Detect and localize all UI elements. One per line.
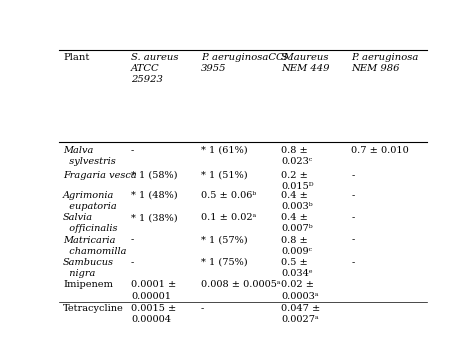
Text: Imipenem: Imipenem — [63, 281, 113, 289]
Text: S. aureus
ATCC
25923: S. aureus ATCC 25923 — [131, 53, 178, 84]
Text: 0.8 ±
0.023ᶜ: 0.8 ± 0.023ᶜ — [282, 146, 313, 166]
Text: * 1 (58%): * 1 (58%) — [131, 171, 177, 180]
Text: P. aeruginosa​CCM
3955: P. aeruginosa​CCM 3955 — [201, 53, 293, 73]
Text: Malva
  sylvestris: Malva sylvestris — [63, 146, 116, 166]
Text: 0.2 ±
0.015ᴰ: 0.2 ± 0.015ᴰ — [282, 171, 314, 191]
Text: * 1 (48%): * 1 (48%) — [131, 191, 177, 200]
Text: -: - — [131, 236, 134, 245]
Text: 0.7 ± 0.010: 0.7 ± 0.010 — [351, 146, 409, 155]
Text: Tetracycline: Tetracycline — [63, 304, 124, 313]
Text: -: - — [351, 171, 355, 180]
Text: * 1 (57%): * 1 (57%) — [201, 236, 247, 245]
Text: -: - — [131, 258, 134, 267]
Text: 0.1 ± 0.02ᵃ: 0.1 ± 0.02ᵃ — [201, 213, 256, 222]
Text: 0.8 ±
0.009ᶜ: 0.8 ± 0.009ᶜ — [282, 236, 312, 256]
Text: Agrimonia
  eupatoria: Agrimonia eupatoria — [63, 191, 117, 211]
Text: Matricaria
  chamomilla: Matricaria chamomilla — [63, 236, 127, 256]
Text: Fragaria vesca: Fragaria vesca — [63, 171, 137, 180]
Text: 0.5 ± 0.06ᵇ: 0.5 ± 0.06ᵇ — [201, 191, 256, 200]
Text: * 1 (75%): * 1 (75%) — [201, 258, 247, 267]
Text: * 1 (61%): * 1 (61%) — [201, 146, 247, 155]
Text: -: - — [131, 146, 134, 155]
Text: 0.008 ± 0.0005ᵃ: 0.008 ± 0.0005ᵃ — [201, 281, 280, 289]
Text: -: - — [351, 191, 355, 200]
Text: 0.02 ±
0.0003ᵃ: 0.02 ± 0.0003ᵃ — [282, 281, 319, 300]
Text: 0.0001 ±
0.00001: 0.0001 ± 0.00001 — [131, 281, 176, 300]
Text: P. aeruginosa
NEM 986: P. aeruginosa NEM 986 — [351, 53, 419, 73]
Text: 0.4 ±
0.007ᵇ: 0.4 ± 0.007ᵇ — [282, 213, 313, 233]
Text: * 1 (38%): * 1 (38%) — [131, 213, 177, 222]
Text: 0.4 ±
0.003ᵇ: 0.4 ± 0.003ᵇ — [282, 191, 313, 211]
Text: -: - — [351, 258, 355, 267]
Text: 0.5 ±
0.034ᵉ: 0.5 ± 0.034ᵉ — [282, 258, 313, 278]
Text: Plant: Plant — [63, 53, 89, 62]
Text: 0.0015 ±
0.00004: 0.0015 ± 0.00004 — [131, 304, 176, 324]
Text: Sambucus
  nigra: Sambucus nigra — [63, 258, 114, 278]
Text: -: - — [351, 213, 355, 222]
Text: S. aureus
NEM 449: S. aureus NEM 449 — [282, 53, 330, 73]
Text: 0.047 ±
0.0027ᵃ: 0.047 ± 0.0027ᵃ — [282, 304, 321, 324]
Text: -: - — [201, 304, 204, 313]
Text: Salvia
  officinalis: Salvia officinalis — [63, 213, 118, 233]
Text: * 1 (51%): * 1 (51%) — [201, 171, 247, 180]
Text: -: - — [351, 236, 355, 245]
